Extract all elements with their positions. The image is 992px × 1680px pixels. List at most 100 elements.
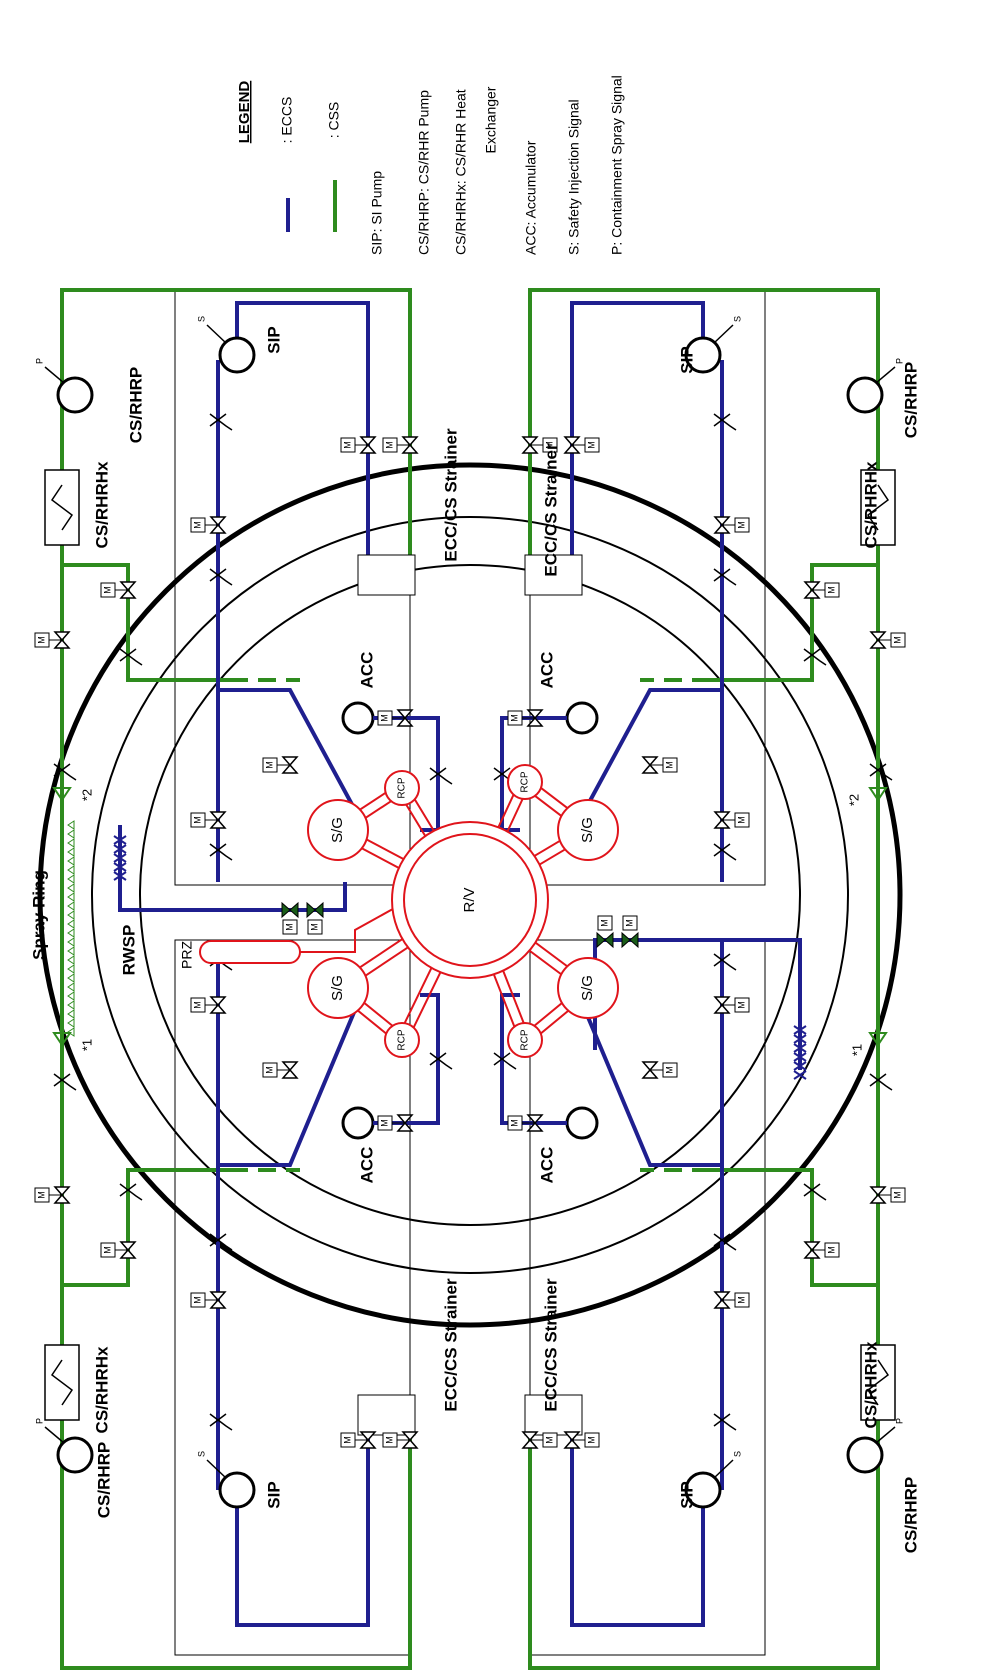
pipe	[583, 688, 722, 811]
label: S/G	[329, 817, 346, 843]
spray-nozzle	[67, 928, 75, 938]
label: *1	[849, 1044, 864, 1056]
pipe	[500, 993, 567, 1125]
check-valve	[209, 413, 233, 431]
label: M	[384, 1436, 394, 1444]
valve-actuator	[542, 437, 558, 453]
check-valve	[713, 1413, 737, 1431]
check-valve	[209, 568, 233, 586]
label: RWSP	[119, 925, 138, 976]
accumulator	[341, 701, 375, 735]
label: CS/RHRP	[126, 367, 145, 444]
spray-nozzle	[67, 964, 75, 974]
label: : CSS	[326, 102, 342, 139]
label: M	[736, 521, 746, 529]
label: M	[379, 714, 389, 722]
rcp	[384, 1022, 420, 1058]
label: M	[192, 1296, 202, 1304]
spray-nozzle	[67, 883, 75, 893]
spray-arrow	[52, 787, 72, 802]
steam-generator	[557, 957, 619, 1019]
label: CS/RHRP	[94, 1442, 113, 1519]
pipe	[583, 1009, 722, 1167]
label: M	[586, 1436, 596, 1444]
valve-actuator	[382, 1432, 398, 1448]
pipe	[593, 938, 802, 1070]
spray-nozzle	[67, 865, 75, 875]
pump	[56, 376, 94, 414]
pipe	[570, 1400, 705, 1627]
label: M	[586, 441, 596, 449]
check-valve	[53, 763, 77, 781]
label: SIP	[677, 1481, 696, 1508]
label: M	[892, 1191, 902, 1199]
cross	[793, 1061, 807, 1071]
label: SIP	[264, 1481, 283, 1508]
spray-nozzle	[67, 1027, 75, 1037]
rcp	[507, 764, 543, 800]
label: R/V	[461, 887, 478, 912]
surge-line	[300, 904, 401, 953]
valve	[596, 931, 614, 949]
label: M	[192, 521, 202, 529]
spray-nozzle	[67, 982, 75, 992]
label: M	[102, 586, 112, 594]
signal-arrow	[713, 1459, 734, 1479]
signal-arrow	[44, 366, 65, 384]
label: M	[192, 1001, 202, 1009]
label: CS/RHRP: CS/RHR Pump	[416, 90, 432, 255]
accumulator	[565, 1106, 599, 1140]
check-valve	[713, 843, 737, 861]
label: M	[379, 1119, 389, 1127]
spray-nozzle	[67, 838, 75, 848]
valve-actuator	[307, 919, 323, 935]
valve-actuator	[584, 437, 600, 453]
room	[174, 939, 411, 1656]
spray-nozzle	[67, 1009, 75, 1019]
spray-nozzle	[67, 955, 75, 965]
label: ECC/CS Strainer	[441, 428, 460, 562]
accumulator	[565, 701, 599, 735]
check-valve	[713, 953, 737, 971]
cross	[113, 853, 127, 863]
label: M	[342, 1436, 352, 1444]
valve-actuator	[542, 1432, 558, 1448]
label: S	[732, 1451, 742, 1457]
check-valve	[209, 843, 233, 861]
label: M	[736, 1001, 746, 1009]
label: M	[309, 923, 319, 931]
pump	[684, 336, 722, 374]
spray-nozzle	[67, 973, 75, 983]
spray-nozzle	[67, 1018, 75, 1028]
label: M	[826, 1246, 836, 1254]
pipe	[218, 1009, 357, 1167]
label: ECC/CS Strainer	[541, 443, 560, 577]
accumulator	[341, 1106, 375, 1140]
label: S	[196, 316, 206, 322]
label: ACC: Accumulator	[523, 140, 539, 255]
valve-actuator	[734, 1292, 750, 1308]
label: ACC	[357, 1147, 376, 1184]
pump	[56, 1436, 94, 1474]
check-valve	[493, 1052, 517, 1070]
pipe	[62, 563, 230, 682]
check-valve	[713, 568, 737, 586]
spray-arrow	[868, 787, 888, 802]
valve-actuator	[282, 919, 298, 935]
label: CS/RHRHx	[861, 461, 880, 548]
label: RCP	[397, 1029, 408, 1050]
label: M	[736, 816, 746, 824]
valve-actuator	[340, 437, 356, 453]
label: S	[732, 316, 742, 322]
signal-arrow	[713, 324, 734, 344]
steam-generator	[557, 799, 619, 861]
label: CS/RHRHx	[861, 1341, 880, 1428]
pipe	[218, 688, 357, 811]
label: P	[34, 1418, 44, 1424]
label: *2	[846, 794, 861, 806]
label: M	[544, 1436, 554, 1444]
pipe	[710, 1168, 878, 1287]
label: M	[509, 714, 519, 722]
check-valve	[803, 648, 827, 666]
